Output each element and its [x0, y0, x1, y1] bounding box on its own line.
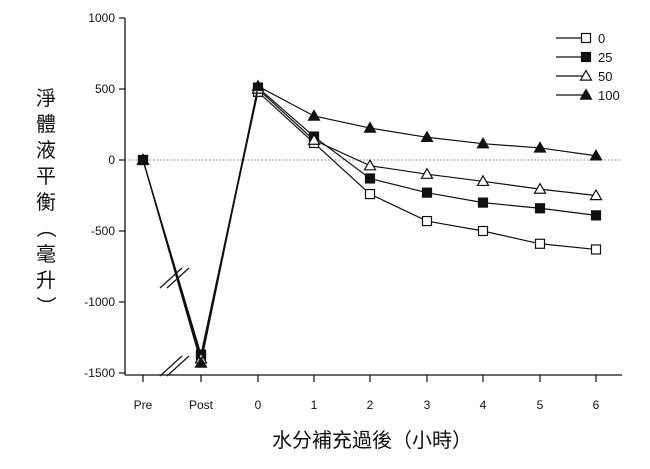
y-axis-title-char: 升 — [36, 268, 56, 292]
legend-label: 0 — [598, 31, 605, 46]
y-tick-label: 1000 — [88, 11, 115, 25]
data-point-25-5 — [534, 203, 546, 214]
legend-label: 100 — [598, 88, 620, 103]
legend-marker — [579, 88, 593, 100]
y-axis-title-char: 淨 — [36, 86, 56, 110]
x-tick-label: 3 — [424, 398, 431, 412]
data-point-25-2 — [364, 173, 376, 184]
legend-item-25: 25 — [556, 50, 612, 65]
data-point-50-2 — [363, 158, 377, 171]
legend-item-50: 50 — [556, 69, 612, 84]
data-point-100-2 — [363, 121, 377, 133]
data-point-25-6 — [590, 210, 602, 221]
x-tick-label: Post — [189, 398, 214, 412]
data-point-100-5 — [533, 141, 547, 153]
data-point-25-4 — [477, 197, 489, 208]
data-point-0-4 — [477, 225, 489, 237]
y-axis-title-char: ） — [34, 296, 58, 316]
data-point-50-1 — [307, 133, 321, 145]
legend-item-0: 0 — [556, 31, 605, 46]
series-100 — [136, 79, 603, 368]
data-point-50-5 — [533, 182, 547, 194]
data-point-50-4 — [476, 174, 490, 187]
data-point-100-3 — [420, 130, 434, 143]
y-axis-title-char: 液 — [36, 138, 56, 162]
data-point-100-4 — [476, 136, 490, 149]
x-tick-label: 1 — [311, 398, 318, 412]
data-point-0-6 — [590, 244, 602, 255]
legend-marker — [580, 32, 592, 44]
y-tick-label: 500 — [95, 82, 115, 96]
y-axis-title-char: （ — [34, 218, 58, 238]
y-axis: 1000 500 0 -500 -1000 -1500 — [84, 11, 126, 380]
data-point-25-3 — [421, 187, 433, 198]
legend-item-100: 100 — [556, 88, 620, 103]
x-axis: Pre Post 0 1 2 3 4 5 6 — [125, 374, 622, 412]
series-25 — [137, 82, 602, 360]
y-axis-title-char: 平 — [36, 164, 56, 188]
data-point-100-0 — [251, 79, 265, 91]
data-point-100-6 — [589, 149, 603, 161]
data-point-100-Post — [194, 356, 208, 368]
legend-label: 50 — [598, 69, 612, 84]
legend-label: 25 — [598, 50, 612, 65]
legend-marker — [579, 69, 593, 81]
data-point-100-Pre — [136, 153, 150, 165]
x-tick-label: Pre — [134, 398, 153, 412]
data-point-100-1 — [307, 109, 321, 121]
y-tick-label: -1000 — [84, 295, 115, 309]
data-point-0-5 — [534, 238, 546, 249]
y-ticks: 1000 500 0 -500 -1000 -1500 — [84, 11, 125, 380]
x-tick-label: 6 — [593, 398, 600, 412]
axis-break-mark — [159, 267, 183, 289]
x-tick-label: 4 — [480, 398, 487, 412]
legend: 0 25 50 100 — [556, 31, 620, 103]
axis-break-mark — [166, 355, 190, 377]
data-point-50-3 — [420, 167, 434, 179]
axis-breaks — [159, 267, 190, 377]
y-tick-label: -1500 — [84, 366, 115, 380]
data-point-50-6 — [589, 188, 603, 201]
y-axis-title-char: 毫 — [36, 242, 56, 266]
y-tick-label: 0 — [108, 153, 115, 167]
y-axis-title-char: 體 — [36, 112, 56, 136]
y-axis-title-char: 衡 — [36, 190, 56, 214]
legend-marker — [580, 51, 592, 63]
x-tick-label: 2 — [367, 398, 374, 412]
x-axis-title: 水分補充過後（小時） — [272, 428, 472, 452]
x-tick-label: 0 — [255, 398, 262, 412]
data-point-0-2 — [364, 188, 376, 200]
data-point-0-3 — [421, 215, 433, 227]
y-tick-label: -500 — [91, 224, 115, 238]
x-ticks: Pre Post 0 1 2 3 4 5 6 — [134, 375, 600, 412]
series-layer — [136, 79, 603, 368]
x-tick-label: 5 — [537, 398, 544, 412]
axis-break-mark — [159, 355, 183, 377]
